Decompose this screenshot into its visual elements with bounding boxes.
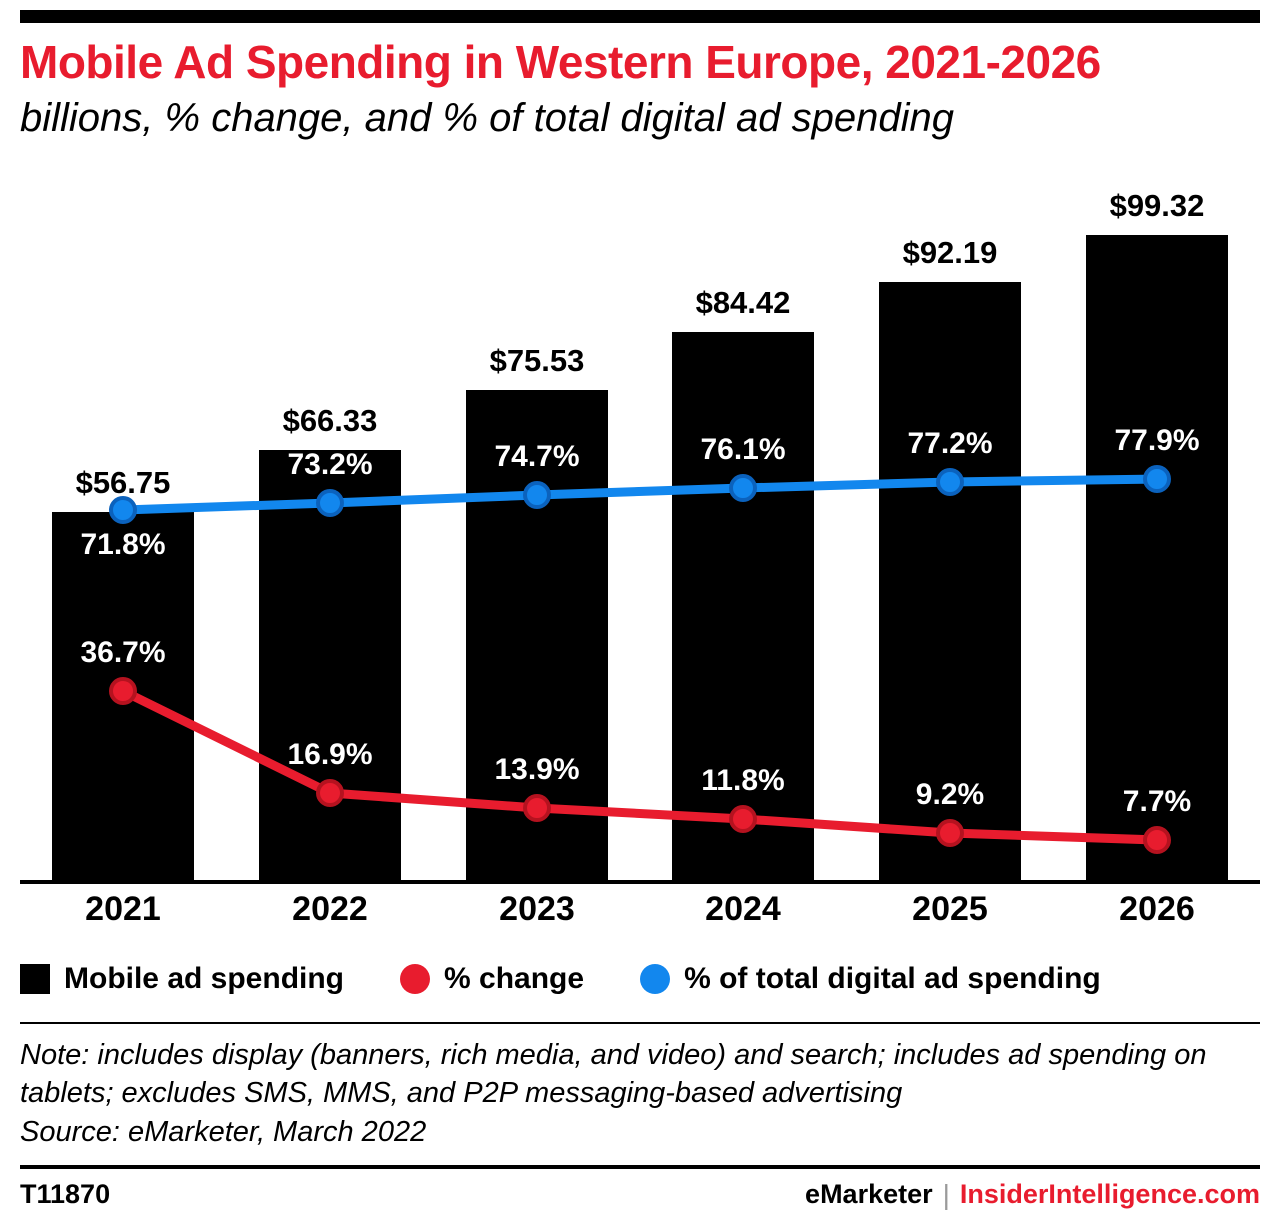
- marker-change-2021: [109, 677, 137, 705]
- line-change: [118, 686, 1162, 845]
- legend: Mobile ad spending % change % of total d…: [20, 962, 1260, 996]
- marker-change-2026: [1143, 826, 1171, 854]
- point-label-change-2021: 36.7%: [80, 636, 166, 669]
- note-text: Note: includes display (banners, rich me…: [20, 1039, 1207, 1110]
- brand-emarketer: eMarketer: [805, 1179, 933, 1210]
- marker-change-2024: [729, 805, 757, 833]
- x-axis-label-2025: 2025: [912, 890, 988, 928]
- x-axis-label-2024: 2024: [705, 890, 781, 928]
- blue-dot-icon: [640, 964, 671, 994]
- bar-value-label-2021: $56.75: [75, 465, 171, 500]
- point-label-change-2026: 7.7%: [1122, 785, 1192, 818]
- x-axis-label-2022: 2022: [292, 890, 368, 928]
- bar-swatch-icon: [20, 964, 50, 994]
- brand-separator: |: [942, 1178, 950, 1210]
- marker-of-total-digital-ad-spending-2022: [316, 489, 344, 517]
- x-axis-labels: 2021 2022 2023 2024 2025 2026: [20, 890, 1260, 936]
- marker-change-2022: [316, 779, 344, 807]
- marker-of-total-digital-ad-spending-2023: [523, 481, 551, 509]
- page-title: Mobile Ad Spending in Western Europe, 20…: [20, 36, 1101, 88]
- marker-of-total-digital-ad-spending-2025: [936, 468, 964, 496]
- note-divider: [20, 1022, 1260, 1024]
- chart-id: T11870: [20, 1179, 111, 1210]
- point-label-of-total-digital-ad-spending-2024: 76.1%: [700, 433, 786, 466]
- legend-label-pct-of-total: % of total digital ad spending: [684, 962, 1101, 995]
- x-axis-label-2021: 2021: [85, 890, 161, 928]
- point-label-change-2024: 11.8%: [701, 764, 785, 797]
- red-dot-icon: [400, 964, 431, 994]
- point-label-change-2025: 9.2%: [915, 778, 985, 811]
- legend-label-pct-change: % change: [444, 962, 585, 995]
- brand-site-link[interactable]: InsiderIntelligence.com: [959, 1179, 1260, 1210]
- bar-2022: [259, 450, 401, 881]
- footer-divider: [20, 1164, 1260, 1169]
- top-divider: [20, 10, 1260, 23]
- marker-of-total-digital-ad-spending-2021: [109, 496, 137, 524]
- line-of-total-digital-ad-spending: [118, 474, 1162, 515]
- note-block: Note: includes display (banners, rich me…: [20, 1036, 1260, 1151]
- bar-value-label-2023: $75.53: [489, 343, 585, 378]
- x-axis-line: [20, 880, 1260, 884]
- marker-of-total-digital-ad-spending-2024: [729, 474, 757, 502]
- legend-label-mobile-ad-spending: Mobile ad spending: [64, 962, 345, 995]
- bar-2024: [672, 332, 814, 881]
- plot-area: $56.75 $66.33 $75.53 $84.42 $92.19 $99.32 36.7…: [20, 185, 1260, 884]
- bar-value-label-2026: $99.32: [1109, 188, 1205, 223]
- marker-change-2025: [936, 819, 964, 847]
- legend-item-pct-of-total: % of total digital ad spending: [640, 962, 1101, 996]
- bar-value-label-2025: $92.19: [902, 235, 998, 270]
- footer: T11870 eMarketer | InsiderIntelligence.c…: [20, 1179, 1260, 1211]
- legend-item-mobile-ad-spending: Mobile ad spending: [20, 962, 344, 996]
- point-label-of-total-digital-ad-spending-2025: 77.2%: [907, 427, 993, 460]
- bar-value-label-2024: $84.42: [695, 285, 791, 320]
- x-axis-label-2026: 2026: [1119, 890, 1195, 928]
- marker-change-2023: [523, 794, 551, 822]
- line-overlay: [109, 465, 1171, 854]
- bar-value-label-2022: $66.33: [282, 403, 378, 438]
- point-label-of-total-digital-ad-spending-2022: 73.2%: [287, 448, 373, 481]
- page-subtitle: billions, % change, and % of total digit…: [20, 96, 954, 140]
- bar-2025: [879, 282, 1021, 881]
- source-text: Source: eMarketer, March 2022: [20, 1115, 427, 1148]
- point-label-change-2022: 16.9%: [287, 738, 373, 771]
- point-label-of-total-digital-ad-spending-2021: 71.8%: [80, 528, 166, 561]
- marker-of-total-digital-ad-spending-2026: [1143, 465, 1171, 493]
- brand-lockup: eMarketer | InsiderIntelligence.com: [805, 1179, 1260, 1211]
- point-label-of-total-digital-ad-spending-2026: 77.9%: [1114, 424, 1200, 457]
- bar-2026: [1086, 235, 1228, 881]
- point-label-of-total-digital-ad-spending-2023: 74.7%: [494, 440, 580, 473]
- x-axis-label-2023: 2023: [499, 890, 575, 928]
- legend-item-pct-change: % change: [400, 962, 584, 996]
- point-label-change-2023: 13.9%: [494, 753, 580, 786]
